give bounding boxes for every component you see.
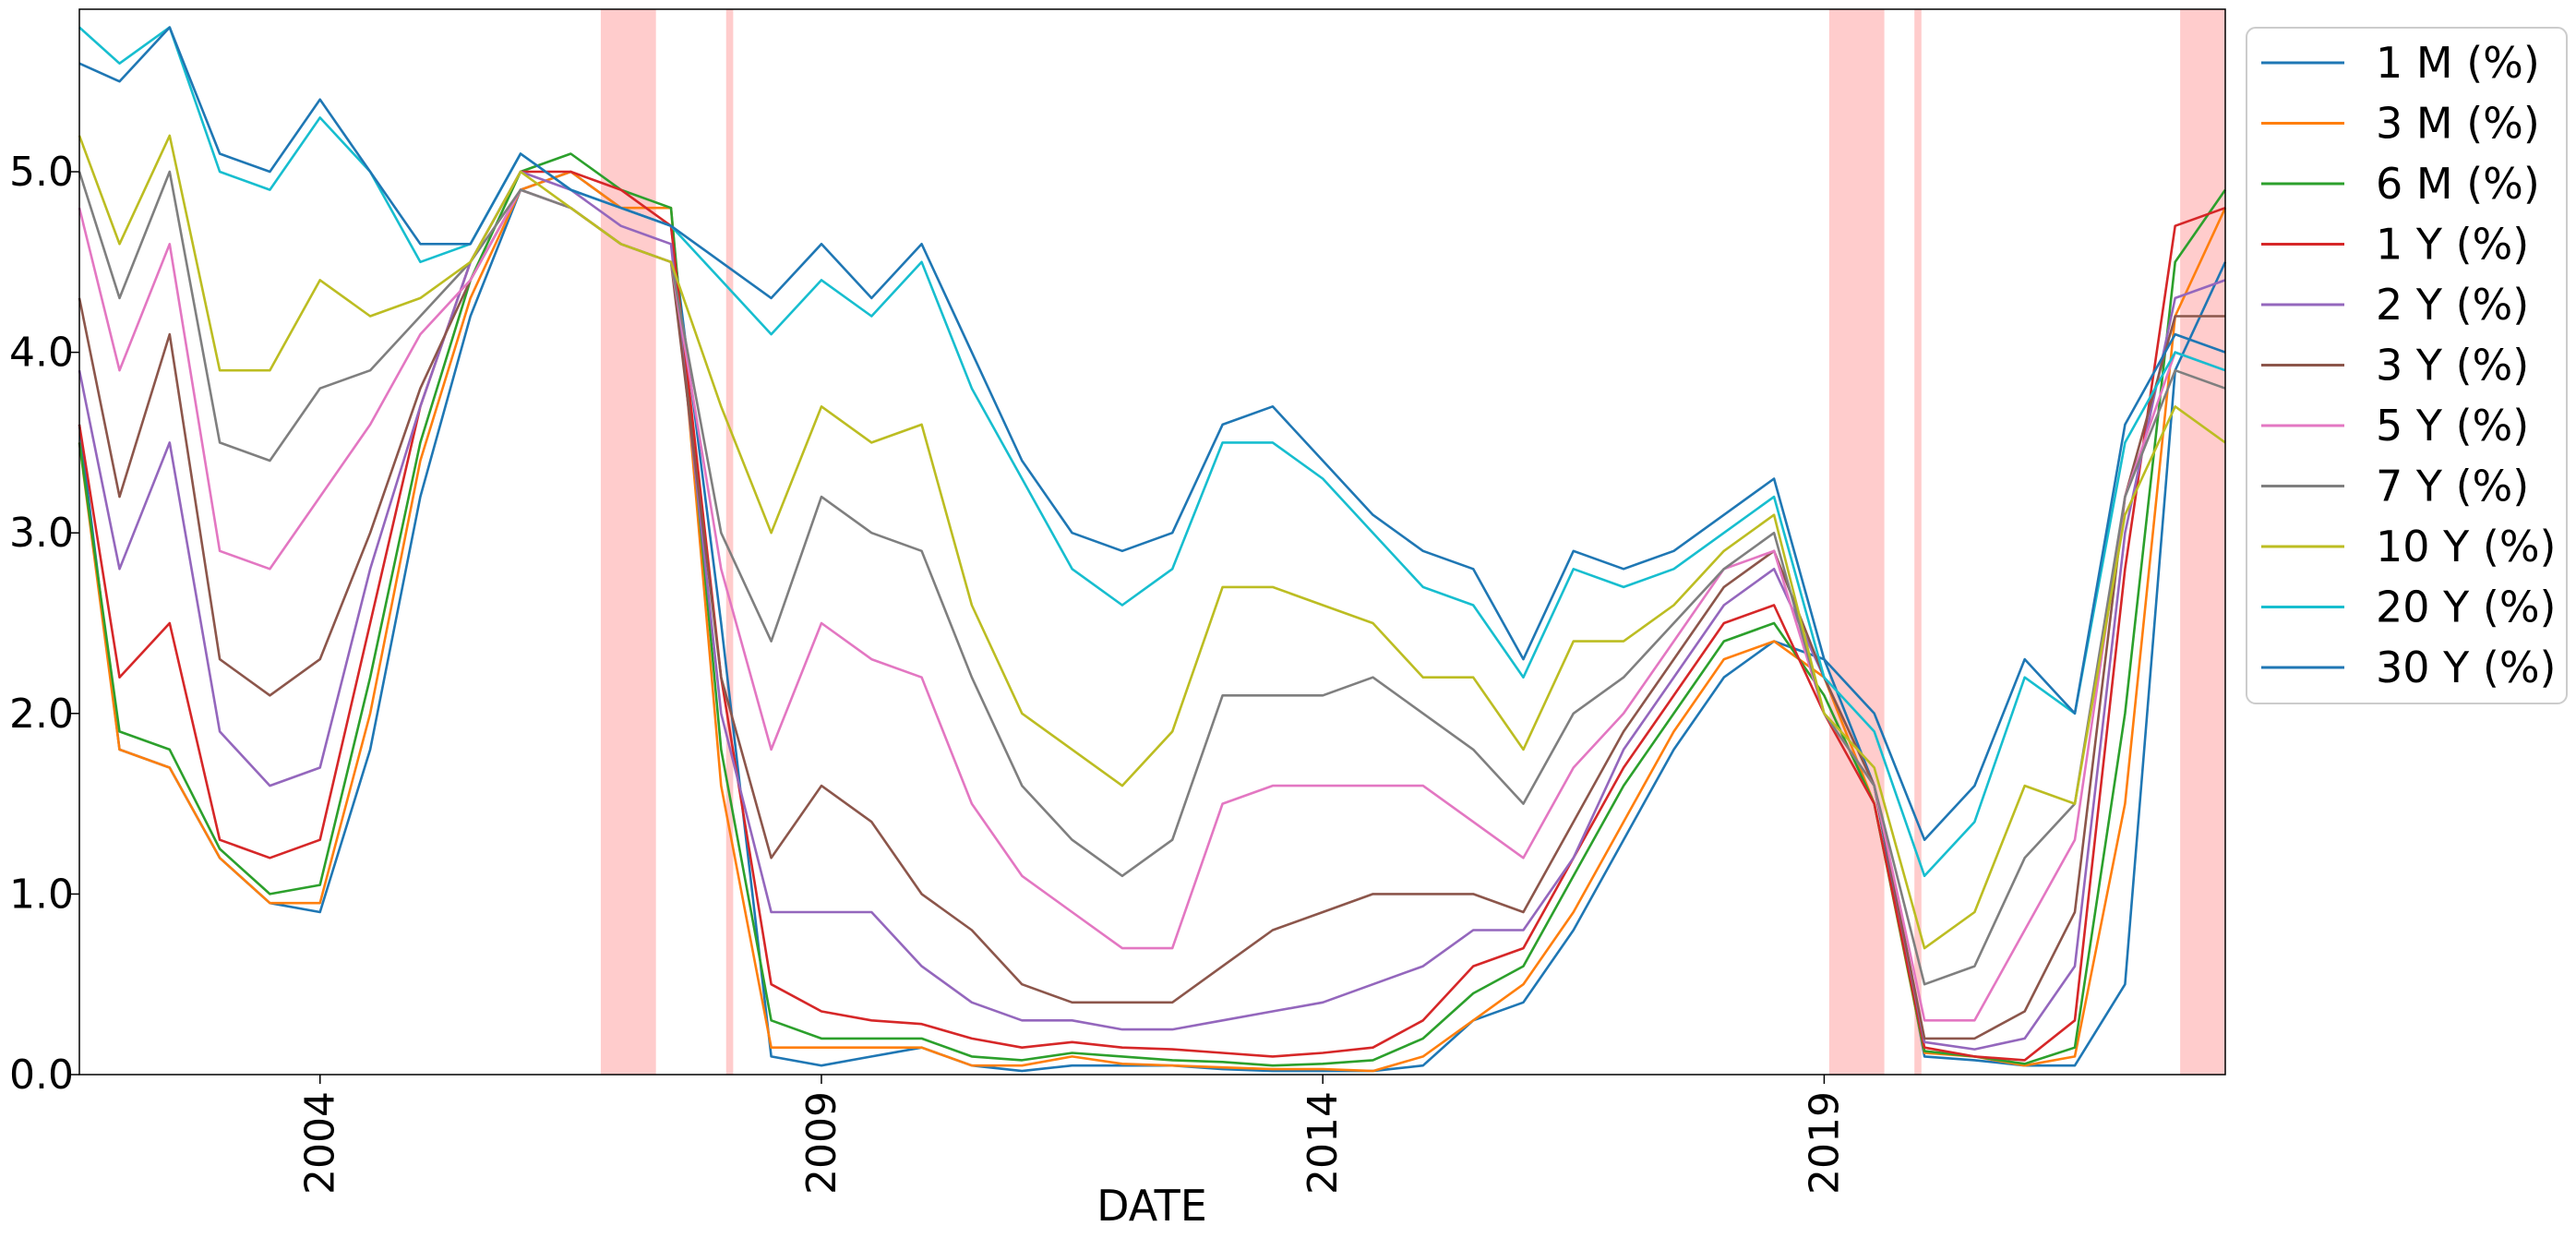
x-tick-label: 2009 [798,1091,845,1195]
y-tick-label: 4.0 [9,330,74,377]
y-tick-label: 2.0 [9,691,74,738]
shade-band-2 [725,9,734,1075]
legend-label-10: 20 Y (%) [2376,583,2556,632]
y-tick-label: 5.0 [9,149,74,196]
legend-label-8: 7 Y (%) [2376,462,2529,511]
legend-box [2246,27,2568,704]
legend-label-9: 10 Y (%) [2376,522,2556,571]
shade-band-3 [1828,9,1885,1075]
x-axis-title: DATE [1096,1181,1207,1231]
y-tick-label: 0.0 [9,1052,74,1099]
x-tick-label: 2019 [1801,1091,1848,1195]
series-line-3 [78,152,2227,1067]
series-line-11 [78,26,2226,842]
x-axis: 2004 2009 2014 2019 [297,1075,1848,1195]
shade-band-1 [600,9,656,1075]
x-tick-label: 2014 [1300,1091,1347,1195]
series-line-8 [78,170,2226,986]
shade-band-4 [1914,9,1922,1075]
x-tick-label: 2004 [297,1091,344,1195]
legend-label-2: 3 M (%) [2376,99,2540,149]
shade-band-5 [2180,9,2225,1075]
series-line-2 [78,170,2227,1073]
y-tick-label: 1.0 [9,871,74,918]
legend-label-1: 1 M (%) [2376,38,2540,88]
series-line-9 [78,134,2226,950]
legend-label-5: 2 Y (%) [2376,280,2529,330]
series-line-10 [78,26,2226,878]
legend-items: 1 M (%) 3 M (%) 6 M (%) 1 Y (%) 2 Y (%) 3 Y (… [2261,38,2556,692]
plot-frame [78,8,2226,1076]
series-lines [78,26,2227,1073]
legend-label-11: 30 Y (%) [2376,643,2556,692]
legend-label-4: 1 Y (%) [2376,220,2529,270]
recession-shading [600,9,2225,1075]
legend-label-6: 3 Y (%) [2376,341,2529,391]
legend-label-7: 5 Y (%) [2376,401,2529,451]
y-axis: 0.0 1.0 2.0 3.0 4.0 5.0 [9,149,79,1099]
legend: 1 M (%) 3 M (%) 6 M (%) 1 Y (%) 2 Y (%) 3 Y (… [2246,27,2568,704]
legend-label-3: 6 M (%) [2376,159,2540,209]
y-tick-label: 3.0 [9,510,74,557]
series-line-6 [78,188,2225,1040]
